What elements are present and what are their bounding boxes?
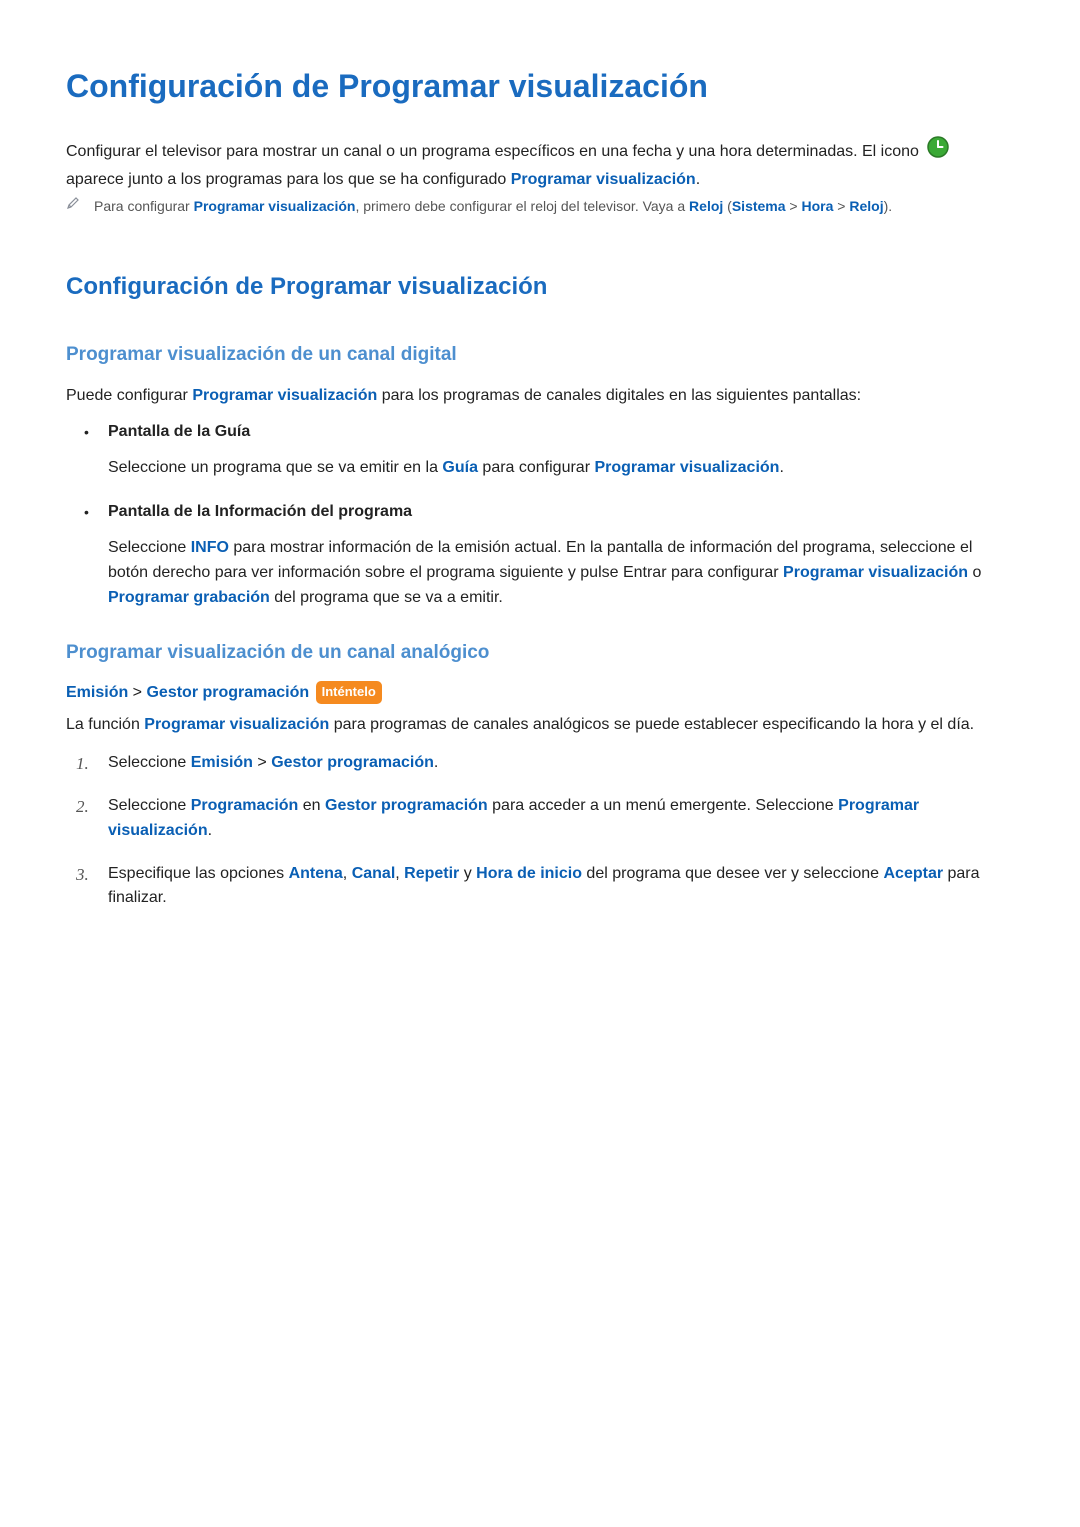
s1-a: Seleccione <box>108 754 191 771</box>
analog-intro-link[interactable]: Programar visualización <box>144 716 329 733</box>
note-sep2: > <box>833 198 849 214</box>
note-link5[interactable]: Reloj <box>849 198 883 214</box>
digital-intro-a: Puede configurar <box>66 387 192 404</box>
s3-l3[interactable]: Repetir <box>404 865 459 882</box>
note-link4[interactable]: Hora <box>802 198 834 214</box>
analog-intro-a: La función <box>66 716 144 733</box>
path-sep: > <box>128 684 146 701</box>
analog-steps: Seleccione Emisión > Gestor programación… <box>66 751 1014 911</box>
pencil-icon <box>66 196 80 210</box>
list-item: Especifique las opciones Antena, Canal, … <box>102 862 1014 912</box>
s3-a: Especifique las opciones <box>108 865 289 882</box>
analog-intro-b: para programas de canales analógicos se … <box>329 716 974 733</box>
list-item: Pantalla de la Información del programa … <box>102 500 1014 610</box>
path-link2[interactable]: Gestor programación <box>146 684 309 701</box>
bullet-body-1: Seleccione un programa que se va emitir … <box>108 456 1014 481</box>
s2-c: para acceder a un menú emergente. Selecc… <box>488 797 838 814</box>
note-text: Para configurar Programar visualización,… <box>94 196 1014 217</box>
bullet-body-2: Seleccione INFO para mostrar información… <box>108 536 1014 610</box>
b1-a: Seleccione un programa que se va emitir … <box>108 459 442 476</box>
s2-a: Seleccione <box>108 797 191 814</box>
s3-s1: , <box>343 865 352 882</box>
s3-s3: y <box>459 865 476 882</box>
note-t2: , primero debe configurar el reloj del t… <box>355 198 689 214</box>
intro-text-2: aparece junto a los programas para los q… <box>66 171 511 188</box>
b1-link2[interactable]: Programar visualización <box>594 459 779 476</box>
s1-sep: > <box>253 754 271 771</box>
note-t1: Para configurar <box>94 198 194 214</box>
note-link3[interactable]: Sistema <box>732 198 786 214</box>
s2-b: en <box>298 797 325 814</box>
s1-l2[interactable]: Gestor programación <box>271 754 434 771</box>
list-item: Seleccione Programación en Gestor progra… <box>102 794 1014 844</box>
b2-link2[interactable]: Programar visualización <box>783 564 968 581</box>
intro-text-3: . <box>696 171 700 188</box>
s1-l1[interactable]: Emisión <box>191 754 253 771</box>
b2-d: del programa que se va a emitir. <box>270 589 503 606</box>
note-t3: ( <box>723 198 732 214</box>
note-link1[interactable]: Programar visualización <box>194 198 356 214</box>
b1-b: para configurar <box>478 459 595 476</box>
s2-d: . <box>208 822 212 839</box>
digital-heading: Programar visualización de un canal digi… <box>66 341 1014 370</box>
s3-l4[interactable]: Hora de inicio <box>476 865 582 882</box>
list-item: Pantalla de la Guía Seleccione un progra… <box>102 420 1014 481</box>
b2-c: o <box>968 564 981 581</box>
intro-paragraph: Configurar el televisor para mostrar un … <box>66 136 1014 192</box>
analog-intro: La función Programar visualización para … <box>66 713 1014 737</box>
bullet-title-1: Pantalla de la Guía <box>108 420 1014 444</box>
s2-l1[interactable]: Programación <box>191 797 299 814</box>
try-now-badge[interactable]: Inténtelo <box>316 681 382 704</box>
analog-heading: Programar visualización de un canal anal… <box>66 639 1014 668</box>
s3-s2: , <box>395 865 404 882</box>
path-link1[interactable]: Emisión <box>66 684 128 701</box>
digital-bullet-list: Pantalla de la Guía Seleccione un progra… <box>66 420 1014 611</box>
page-title: Configuración de Programar visualización <box>66 62 1014 110</box>
note-link2[interactable]: Reloj <box>689 198 723 214</box>
s2-l2[interactable]: Gestor programación <box>325 797 488 814</box>
page-container: Configuración de Programar visualización… <box>0 0 1080 1527</box>
analog-path: Emisión > Gestor programación Inténtelo <box>66 681 1014 705</box>
digital-intro-link[interactable]: Programar visualización <box>192 387 377 404</box>
b1-link1[interactable]: Guía <box>442 459 478 476</box>
intro-link[interactable]: Programar visualización <box>511 171 696 188</box>
digital-intro: Puede configurar Programar visualización… <box>66 384 1014 408</box>
s3-b: del programa que desee ver y seleccione <box>582 865 884 882</box>
clock-icon <box>927 136 949 166</box>
bullet-title-2: Pantalla de la Información del programa <box>108 500 1014 524</box>
b2-a: Seleccione <box>108 539 191 556</box>
b2-link3[interactable]: Programar grabación <box>108 589 270 606</box>
intro-text-1: Configurar el televisor para mostrar un … <box>66 143 923 160</box>
note-t4: ). <box>884 198 893 214</box>
list-item: Seleccione Emisión > Gestor programación… <box>102 751 1014 776</box>
b2-link1[interactable]: INFO <box>191 539 229 556</box>
s3-l1[interactable]: Antena <box>289 865 343 882</box>
section-heading: Configuración de Programar visualización <box>66 269 1014 305</box>
s3-l2[interactable]: Canal <box>352 865 396 882</box>
b1-c: . <box>779 459 783 476</box>
note-sep1: > <box>786 198 802 214</box>
note-row: Para configurar Programar visualización,… <box>66 196 1014 217</box>
s3-l5[interactable]: Aceptar <box>883 865 943 882</box>
digital-intro-b: para los programas de canales digitales … <box>377 387 861 404</box>
s1-b: . <box>434 754 438 771</box>
